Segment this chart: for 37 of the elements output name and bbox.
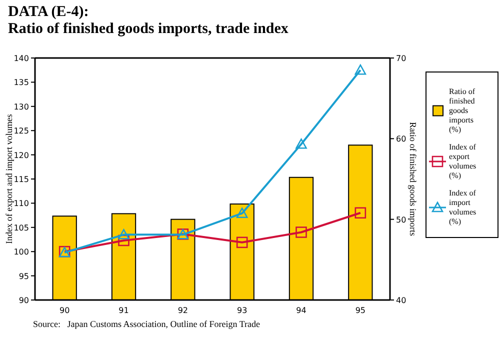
legend-label: Ratio of finished goods imports (%): [449, 87, 476, 134]
y-tick-label: 125: [14, 126, 29, 136]
point: [354, 207, 366, 219]
chart-subtitle: Ratio of finished goods imports, trade index: [8, 21, 289, 37]
point: [296, 226, 307, 238]
legend-label: Index of import volumes (%): [449, 188, 476, 226]
point: [354, 64, 366, 75]
chart-title: DATA (E-4):: [8, 4, 89, 20]
y-tick-label: 95: [18, 272, 29, 281]
y2-axis-title: Ratio of finished goods imports: [408, 122, 418, 236]
y2-tick-label: 60: [396, 134, 406, 144]
y-tick-label: 100: [14, 248, 29, 257]
x-tick-label: 92: [178, 306, 188, 315]
point: [236, 236, 248, 248]
point: [296, 138, 307, 149]
y-tick-label: 120: [14, 150, 29, 160]
y2-tick-label: 70: [396, 54, 406, 63]
point: [118, 229, 130, 240]
point: [236, 208, 248, 218]
source-note: Source: Japan Customs Association, Outline of Foreign Trade: [33, 319, 260, 329]
y2-tick-label: 40: [396, 296, 406, 305]
x-tick-label: 95: [355, 306, 366, 315]
y-tick-label: 130: [14, 102, 29, 112]
y-tick-label: 110: [14, 199, 29, 208]
x-tick-label: 94: [296, 306, 306, 315]
y-tick-label: 90: [18, 296, 29, 305]
x-tick-label: 90: [59, 306, 70, 315]
point: [118, 234, 130, 246]
y-tick-label: 135: [14, 78, 29, 88]
y-tick-label: 105: [14, 223, 29, 232]
y-tick-label: 115: [14, 175, 29, 184]
y2-tick-label: 50: [396, 215, 406, 224]
y-axis-title: Index of export and import volumes: [4, 114, 14, 244]
y-tick-label: 140: [14, 54, 29, 63]
x-tick-label: 91: [118, 306, 129, 315]
legend-label: Index of export volumes (%): [449, 142, 476, 180]
x-tick-label: 93: [236, 306, 248, 315]
